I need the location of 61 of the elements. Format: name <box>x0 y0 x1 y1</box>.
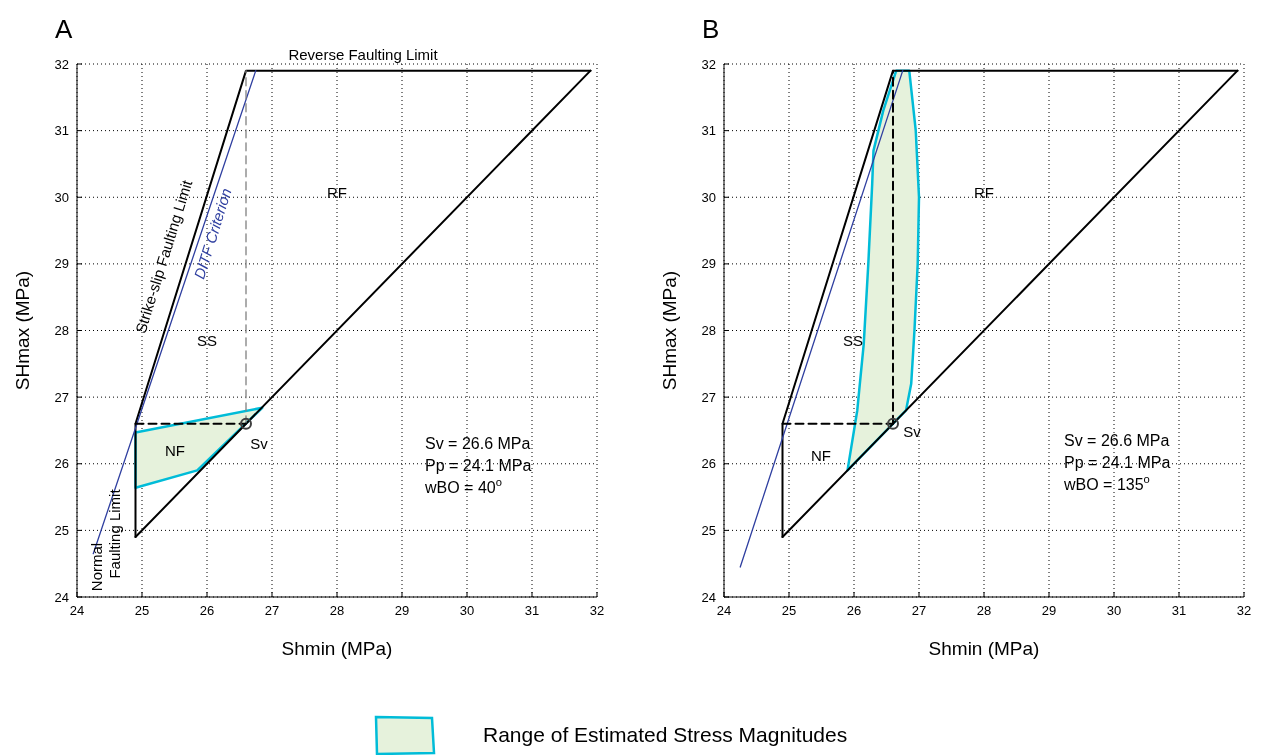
x-tick-label: 28 <box>329 603 345 618</box>
annotation: SS <box>842 331 864 349</box>
x-tick-label: 25 <box>134 603 150 618</box>
y-tick-label: 31 <box>54 123 69 139</box>
annotation: RF <box>974 183 994 201</box>
x-tick-label: 26 <box>199 603 215 618</box>
chart-title: B <box>702 14 720 44</box>
x-tick-label: 29 <box>394 603 410 618</box>
annotation: Sv <box>903 422 922 440</box>
x-tick-label: 31 <box>1171 603 1187 618</box>
annotation: SS <box>196 331 218 349</box>
annotation: NF <box>165 441 185 459</box>
y-tick-label: 28 <box>54 323 69 338</box>
x-tick-label: 27 <box>911 603 927 618</box>
x-axis-title: Shmin (MPa) <box>928 638 1040 659</box>
x-tick-label: 28 <box>976 603 992 618</box>
x-axis-title: Shmin (MPa) <box>281 638 393 659</box>
y-tick-label: 25 <box>54 522 69 538</box>
x-tick-label: 24 <box>69 603 85 618</box>
y-tick-label: 30 <box>701 189 716 205</box>
x-tick-label: 24 <box>716 603 732 618</box>
y-tick-label: 27 <box>701 389 716 405</box>
annotation: RF <box>327 183 347 201</box>
annotation: Sv = 26.6 MPa <box>425 435 531 453</box>
x-tick-label: 30 <box>1106 603 1122 618</box>
annotation: Pp = 24.1 MPa <box>1064 454 1171 472</box>
y-axis-title: SHmax (MPa) <box>659 270 680 391</box>
y-tick-label: 32 <box>701 56 716 72</box>
y-tick-label: 25 <box>701 522 716 538</box>
x-tick-label: 25 <box>781 603 797 618</box>
y-tick-label: 32 <box>54 56 69 72</box>
y-tick-label: 30 <box>54 189 69 205</box>
annotation: wBO = 40$^{o}$ <box>424 475 502 497</box>
x-tick-label: 27 <box>264 603 280 618</box>
annotation: NF <box>811 446 831 464</box>
annotation: wBO = 135$^{o}$ <box>1063 472 1150 494</box>
legend-label: Range of Estimated Stress Magnitudes <box>483 723 848 746</box>
annotation: Faulting Limit <box>105 488 123 579</box>
y-tick-label: 28 <box>701 323 716 338</box>
annotation: DITF Criterion <box>190 186 235 281</box>
y-tick-label: 31 <box>701 123 716 139</box>
annotation: Normal <box>87 542 105 592</box>
annotation: Sv <box>250 434 269 452</box>
annotation: Pp = 24.1 MPa <box>425 457 532 475</box>
text: Reverse Faulting Limit <box>288 45 439 63</box>
x-tick-label: 26 <box>846 603 862 618</box>
y-tick-label: 24 <box>701 589 716 605</box>
x-tick-label: 30 <box>459 603 475 618</box>
y-tick-label: 29 <box>701 256 716 272</box>
x-tick-label: 32 <box>1236 603 1252 618</box>
y-axis-title: SHmax (MPa) <box>12 270 33 391</box>
annotation: Sv = 26.6 MPa <box>1064 432 1170 450</box>
y-tick-label: 24 <box>54 589 69 605</box>
x-tick-label: 31 <box>524 603 540 618</box>
x-tick-label: 29 <box>1041 603 1057 618</box>
y-tick-label: 29 <box>54 256 69 272</box>
y-tick-label: 27 <box>54 389 69 405</box>
x-tick-label: 32 <box>589 603 605 618</box>
chart-title: A <box>55 14 73 44</box>
y-tick-label: 26 <box>54 456 69 472</box>
y-tick-label: 26 <box>701 456 716 472</box>
